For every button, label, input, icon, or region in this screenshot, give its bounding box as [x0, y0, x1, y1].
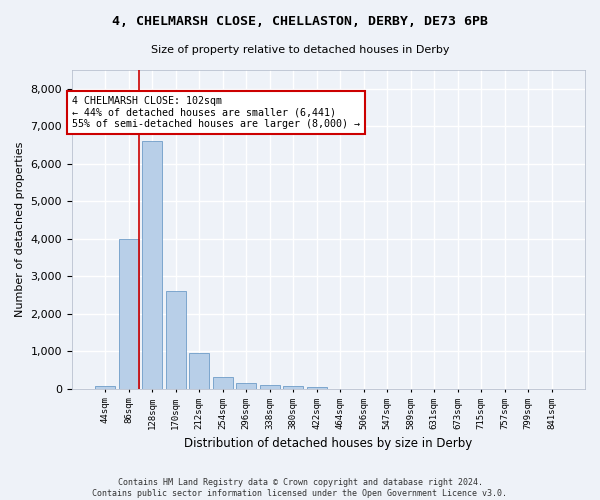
Bar	[95, 386, 115, 389]
Bar	[142, 142, 162, 389]
Text: Contains HM Land Registry data © Crown copyright and database right 2024.
Contai: Contains HM Land Registry data © Crown c…	[92, 478, 508, 498]
Text: Size of property relative to detached houses in Derby: Size of property relative to detached ho…	[151, 45, 449, 55]
Bar	[166, 292, 185, 389]
Bar	[260, 385, 280, 389]
Y-axis label: Number of detached properties: Number of detached properties	[15, 142, 25, 317]
Bar	[189, 353, 209, 389]
X-axis label: Distribution of detached houses by size in Derby: Distribution of detached houses by size …	[184, 437, 473, 450]
Text: 4 CHELMARSH CLOSE: 102sqm
← 44% of detached houses are smaller (6,441)
55% of se: 4 CHELMARSH CLOSE: 102sqm ← 44% of detac…	[72, 96, 360, 130]
Bar	[283, 386, 303, 389]
Text: 4, CHELMARSH CLOSE, CHELLASTON, DERBY, DE73 6PB: 4, CHELMARSH CLOSE, CHELLASTON, DERBY, D…	[112, 15, 488, 28]
Bar	[307, 387, 326, 389]
Bar	[213, 377, 233, 389]
Bar	[236, 383, 256, 389]
Bar	[119, 239, 139, 389]
